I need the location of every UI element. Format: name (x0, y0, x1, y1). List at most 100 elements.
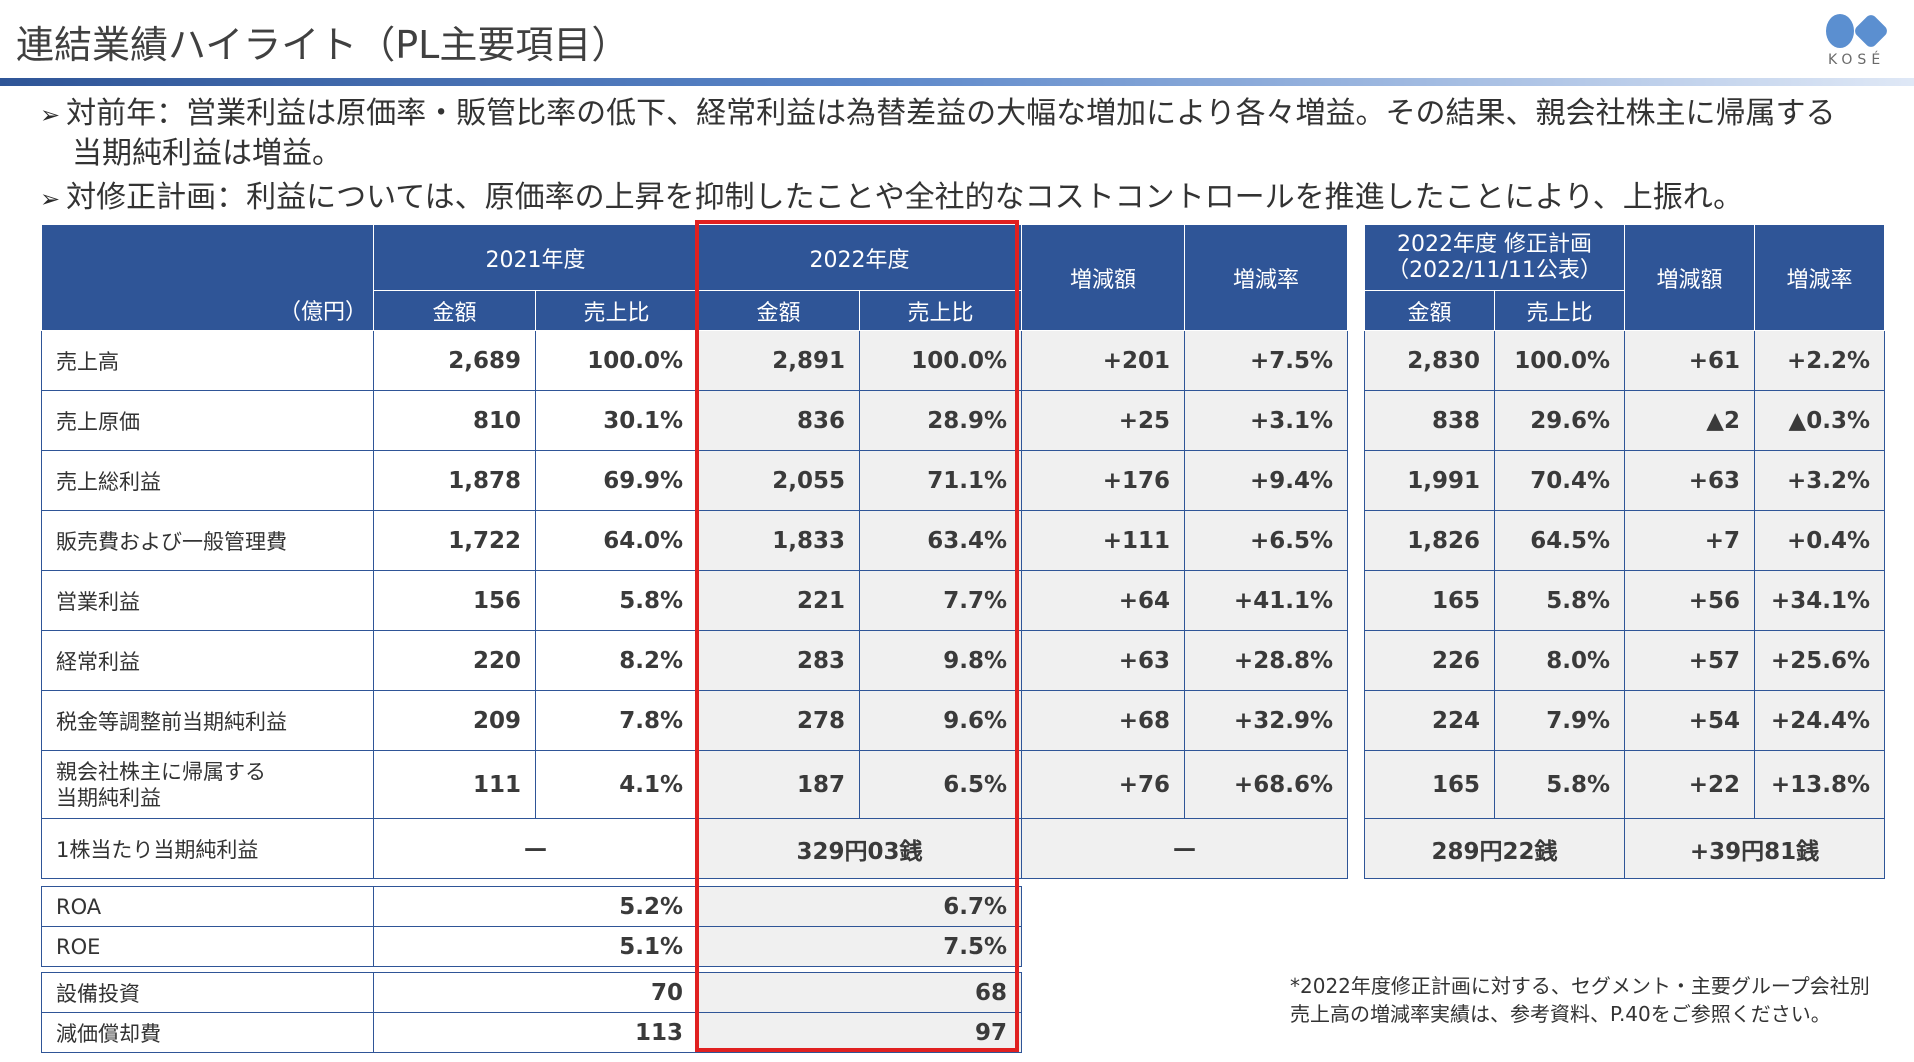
table-row: 2,830 100.0% +61 +2.2% (1364, 330, 1885, 391)
change-amount: +76 (1021, 750, 1185, 819)
plan-ratio: 5.8% (1494, 570, 1625, 631)
value-2022: 97 (697, 1012, 1022, 1053)
header-change-amount: 増減額 (1624, 224, 1755, 331)
header-ratio-2022: 売上比 (859, 290, 1022, 331)
change-rate: +6.5% (1184, 510, 1348, 571)
row-label: 親会社株主に帰属する 当期純利益 (41, 750, 374, 819)
ratio-2021: 64.0% (535, 510, 698, 571)
value-2022: 2,055 (697, 450, 860, 511)
footnote: *2022年度修正計画に対する、セグメント・主要グループ会社別 売上高の増減率実… (1290, 972, 1870, 1028)
plan-ratio: 100.0% (1494, 330, 1625, 391)
row-label: 減価償却費 (41, 1012, 374, 1053)
plan-value: 165 (1364, 570, 1495, 631)
bullet-yoy-text: 対前年：営業利益は原価率・販管比率の低下、経常利益は為替差益の大幅な増加により各… (66, 96, 1836, 131)
change-amount: +64 (1021, 570, 1185, 631)
kose-logo: KOSÉ (1822, 12, 1892, 72)
plan-ratio: 5.8% (1494, 750, 1625, 819)
ratio-2022: 9.8% (859, 630, 1022, 691)
table-row: ROE 5.1% 7.5% (41, 926, 1022, 967)
arrow-bullet-icon: ➢ (40, 101, 61, 129)
bullet-yoy-line2: 当期純利益は増益。 (72, 136, 342, 171)
bullet-yoy: ➢ 対前年：営業利益は原価率・販管比率の低下、経常利益は為替差益の大幅な増加により… (40, 94, 1836, 135)
header-amount-2021: 金額 (373, 290, 536, 331)
plan-change-rate: +0.4% (1754, 510, 1885, 571)
table-row: 販売費および一般管理費 1,722 64.0% 1,833 63.4% +111… (41, 510, 1348, 571)
ratio-2021: 100.0% (535, 330, 698, 391)
value-2022: 7.5% (697, 926, 1022, 967)
change-rate: +68.6% (1184, 750, 1348, 819)
value-2022: 68 (697, 972, 1022, 1013)
ratio-2021: 4.1% (535, 750, 698, 819)
table-row: 親会社株主に帰属する 当期純利益 111 4.1% 187 6.5% +76 +6… (41, 750, 1348, 819)
table-row: 売上総利益 1,878 69.9% 2,055 71.1% +176 +9.4% (41, 450, 1348, 511)
ratio-2022: 100.0% (859, 330, 1022, 391)
plan-change-amount: +7 (1624, 510, 1755, 571)
change-amount: +111 (1021, 510, 1185, 571)
ratio-2022: 6.5% (859, 750, 1022, 819)
value-2022: 283 (697, 630, 860, 691)
plan-value: 1,826 (1364, 510, 1495, 571)
plan-ratio: 70.4% (1494, 450, 1625, 511)
row-label: 経常利益 (41, 630, 374, 691)
plan-eps-change: +39円81銭 (1624, 818, 1885, 879)
change-amount: +68 (1021, 690, 1185, 751)
plan-value: 1,991 (1364, 450, 1495, 511)
roa-roe-table: ROA 5.2% 6.7% ROE 5.1% 7.5% (41, 886, 1022, 967)
value-2021: 156 (373, 570, 536, 631)
value-2021: 5.2% (373, 886, 698, 927)
value-2022: 6.7% (697, 886, 1022, 927)
row-label: ROA (41, 886, 374, 927)
table-row: 838 29.6% ▲2 ▲0.3% (1364, 390, 1885, 451)
logo-circle-icon (1826, 14, 1854, 48)
value-2021: 5.1% (373, 926, 698, 967)
bullet-plan-text: 対修正計画：利益については、原価率の上昇を抑制したことや全社的なコストコントロー… (66, 180, 1744, 215)
ratio-2022: 7.7% (859, 570, 1022, 631)
plan-value: 2,830 (1364, 330, 1495, 391)
value-2021: 111 (373, 750, 536, 819)
header-ratio-plan: 売上比 (1494, 290, 1625, 331)
plan-change-amount: +63 (1624, 450, 1755, 511)
table-row: 営業利益 156 5.8% 221 7.7% +64 +41.1% (41, 570, 1348, 631)
row-label: 売上高 (41, 330, 374, 391)
value-2021: 209 (373, 690, 536, 751)
plan-change-amount: +57 (1624, 630, 1755, 691)
table-row: 設備投資 70 68 (41, 972, 1022, 1013)
value-2022: 2,891 (697, 330, 860, 391)
arrow-bullet-icon: ➢ (40, 185, 61, 213)
row-label: 販売費および一般管理費 (41, 510, 374, 571)
unit-label: （億円） (41, 224, 374, 331)
plan-change-rate: +3.2% (1754, 450, 1885, 511)
change-amount: +63 (1021, 630, 1185, 691)
plan-change-rate: +2.2% (1754, 330, 1885, 391)
plan-change-amount: ▲2 (1624, 390, 1755, 451)
row-label: 税金等調整前当期純利益 (41, 690, 374, 751)
ratio-2022: 63.4% (859, 510, 1022, 571)
pl-main-table: （億円） 2021年度 2022年度 増減額 増減率 金額 売上比 金額 売上比… (41, 224, 1348, 879)
plan-value: 838 (1364, 390, 1495, 451)
logo-text: KOSÉ (1828, 52, 1886, 68)
header-fy2022: 2022年度 (697, 224, 1022, 291)
page-title: 連結業績ハイライト（PL主要項目） (16, 23, 630, 67)
value-2021: 810 (373, 390, 536, 451)
table-row: 減価償却費 113 97 (41, 1012, 1022, 1053)
ratio-2021: 30.1% (535, 390, 698, 451)
value-2021: 1,878 (373, 450, 536, 511)
header-amount-2022: 金額 (697, 290, 860, 331)
plan-ratio: 64.5% (1494, 510, 1625, 571)
row-label-line2: 当期純利益 (56, 785, 161, 810)
header-revised-plan: 2022年度 修正計画 （2022/11/11公表） (1364, 224, 1625, 291)
change-rate: +9.4% (1184, 450, 1348, 511)
title-underline (0, 78, 1914, 86)
value-2022: 836 (697, 390, 860, 451)
row-label: 売上原価 (41, 390, 374, 451)
plan-change-rate: +13.8% (1754, 750, 1885, 819)
table-row: 224 7.9% +54 +24.4% (1364, 690, 1885, 751)
ratio-2021: 69.9% (535, 450, 698, 511)
plan-change-amount: +61 (1624, 330, 1755, 391)
value-2021: 2,689 (373, 330, 536, 391)
plan-ratio: 7.9% (1494, 690, 1625, 751)
table-row: 1,826 64.5% +7 +0.4% (1364, 510, 1885, 571)
change-rate: +32.9% (1184, 690, 1348, 751)
eps-2022: 329円03銭 (697, 818, 1022, 879)
change-rate: +28.8% (1184, 630, 1348, 691)
